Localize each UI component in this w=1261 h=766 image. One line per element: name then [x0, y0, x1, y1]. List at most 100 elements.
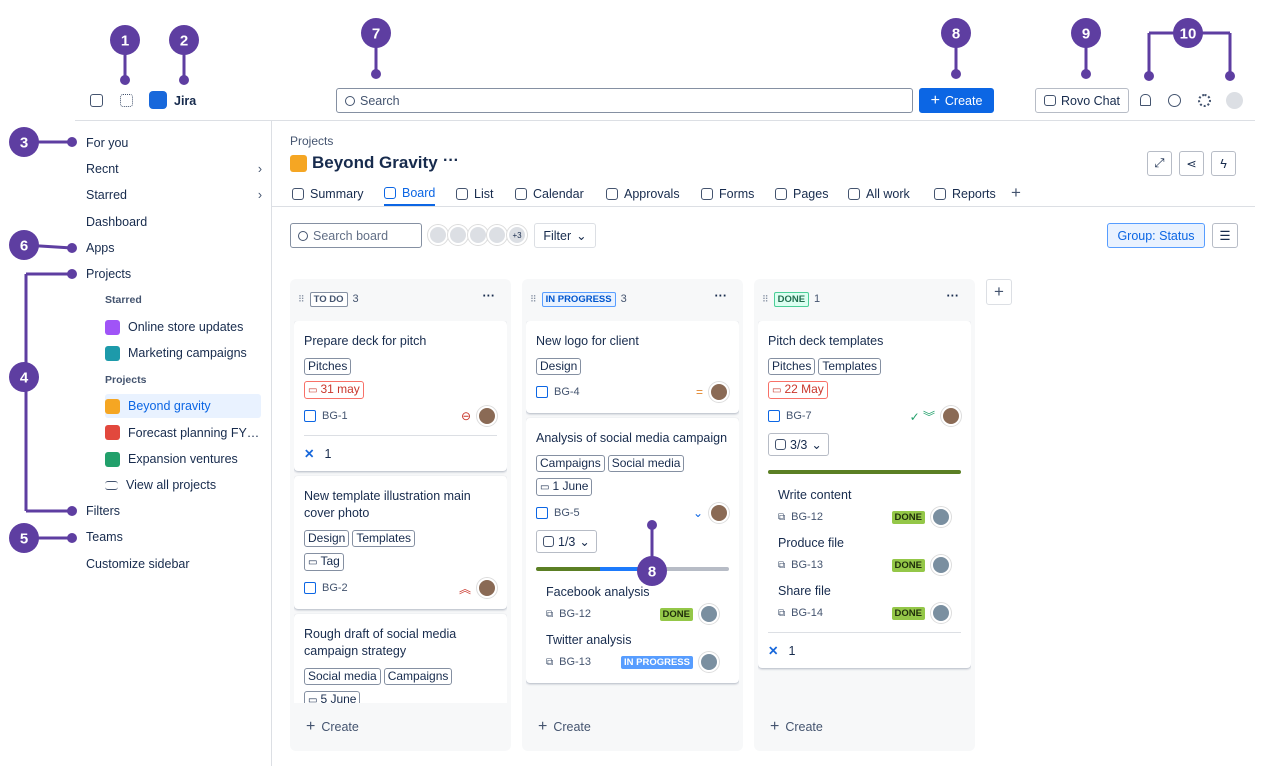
sidebar-item[interactable]: View all projects [105, 473, 281, 497]
issue-type [768, 410, 780, 422]
sidebar-item[interactable]: Marketing campaigns [105, 341, 281, 365]
callout-dot [179, 75, 189, 85]
item-label: Teams [86, 530, 123, 544]
more-people[interactable]: +3 [507, 225, 527, 245]
date-text: 22 May [784, 382, 824, 396]
card[interactable]: New logo for client Design BG-4 = [526, 321, 739, 413]
calendar-icon: ▭ [772, 385, 782, 396]
labels: Campaigns Social media [536, 455, 729, 478]
drag-handle: ⠿ [762, 293, 769, 304]
card[interactable]: New template illustration main cover pho… [294, 476, 507, 609]
column-menu: ··· [714, 289, 728, 303]
avatar [931, 507, 951, 527]
item-icon [105, 425, 120, 440]
tab[interactable]: Calendar [515, 181, 584, 206]
sidebar-item[interactable]: Apps [86, 236, 262, 260]
create-label: Create [944, 93, 983, 108]
search-board[interactable]: Search board [290, 223, 422, 248]
sidebar-item[interactable]: Teams [86, 525, 262, 549]
child-title: Produce file [778, 536, 845, 550]
tab[interactable]: Reports [934, 181, 996, 206]
subtask-icon: ⧉ [778, 607, 786, 619]
people-avatar[interactable] [468, 225, 488, 245]
tab[interactable]: Forms [701, 181, 754, 206]
callout-badge [9, 230, 39, 260]
create-button[interactable]: + Create [919, 88, 994, 113]
card[interactable]: Prepare deck for pitch Pitches ▭ 31 may BG-1… [294, 321, 507, 471]
app-switcher[interactable] [120, 94, 133, 107]
sidebar-item[interactable]: For you [86, 131, 262, 155]
tab[interactable]: Board [384, 181, 436, 206]
tab-icon [775, 187, 787, 200]
item-label: For you [86, 136, 129, 150]
breadcrumb[interactable]: Projects [290, 134, 334, 148]
issue-type [304, 582, 316, 594]
help[interactable] [1168, 94, 1181, 107]
notifications[interactable] [1140, 94, 1151, 106]
labels: Design Templates [304, 530, 497, 553]
settings[interactable] [1198, 94, 1211, 107]
sidebar-item[interactable]: Beyond gravity [105, 394, 261, 418]
card[interactable]: Rough draft of social media campaign str… [294, 614, 507, 703]
calendar-icon: ▭ [308, 385, 318, 396]
profile[interactable] [1226, 92, 1243, 109]
callout-dot [67, 243, 77, 253]
tab[interactable]: All work [848, 181, 910, 206]
label: Social media [304, 668, 381, 685]
callout-number: 8 [952, 26, 960, 43]
sidebar-item[interactable]: Forecast planning FY… [105, 421, 261, 445]
sidebar-item[interactable]: Expansion ventures [105, 447, 261, 471]
sidebar-toggle[interactable] [90, 94, 103, 107]
search-box[interactable]: Search [336, 88, 913, 113]
sidebar-item[interactable]: Online store updates [105, 315, 281, 339]
child-key-row: ⧉ BG-13 IN PROGRESS [546, 651, 719, 673]
card[interactable]: Pitch deck templates Pitches Templates ▭ 22 … [758, 321, 971, 668]
fullscreen[interactable]: ⤢ [1147, 151, 1172, 176]
group-button[interactable]: Group: Status [1107, 223, 1205, 248]
people-avatar[interactable] [487, 225, 507, 245]
tab[interactable]: Pages [775, 181, 828, 206]
date-row: ▭ Tag [304, 553, 497, 577]
sidebar-item[interactable]: Projects [105, 368, 281, 392]
add-tab: + [1011, 183, 1021, 202]
jira-logo[interactable] [149, 91, 167, 109]
rovo-chat-button[interactable]: Rovo Chat [1035, 88, 1129, 113]
sidebar-item[interactable]: Projects [86, 262, 262, 286]
tab-label: Pages [793, 186, 829, 201]
sidebar-item[interactable]: Customize sidebar [86, 552, 262, 576]
more-actions[interactable]: ··· [443, 152, 459, 169]
create-issue[interactable]: + Create [770, 715, 823, 739]
tab[interactable]: Summary [292, 181, 363, 206]
image-icon [775, 439, 786, 450]
sidebar-item[interactable]: Recnt › [86, 157, 262, 181]
child-key-row: ⧉ BG-12 DONE [546, 603, 719, 625]
plus: + [770, 718, 780, 735]
create-issue[interactable]: + Create [538, 715, 591, 739]
column-header: ⠿ TO DO 3 [298, 291, 359, 307]
people-avatar[interactable] [448, 225, 468, 245]
label: Design [536, 358, 582, 375]
filter-button[interactable]: Filter ⌄ [534, 223, 596, 248]
view-settings[interactable]: ☰ [1212, 223, 1238, 248]
share[interactable]: ⋖ [1179, 151, 1204, 176]
tab[interactable]: List [456, 181, 493, 206]
automation[interactable]: ϟ [1211, 151, 1236, 176]
create-issue[interactable]: + Create [306, 715, 359, 739]
sidebar-item[interactable]: Starred › [86, 183, 262, 207]
callout-dot [67, 506, 77, 516]
item-icon [105, 345, 120, 361]
card[interactable]: Analysis of social media campaign Campaig… [526, 418, 739, 683]
callout-number: 7 [372, 26, 380, 43]
people-avatar[interactable] [428, 225, 448, 245]
sidebar-item[interactable]: Dashboard [86, 210, 262, 234]
key-row: BG-1 ⊖ [304, 405, 497, 427]
add-column[interactable]: + [986, 279, 1012, 305]
label: Design [304, 530, 350, 547]
tab[interactable]: Approvals [606, 181, 680, 206]
subtask-icon: ⧉ [778, 511, 786, 523]
callout-dot [1081, 69, 1091, 79]
sidebar-item[interactable]: Starred [105, 288, 281, 312]
sidebar-item[interactable]: Filters [86, 499, 262, 523]
product-name[interactable]: Jira [174, 94, 197, 108]
